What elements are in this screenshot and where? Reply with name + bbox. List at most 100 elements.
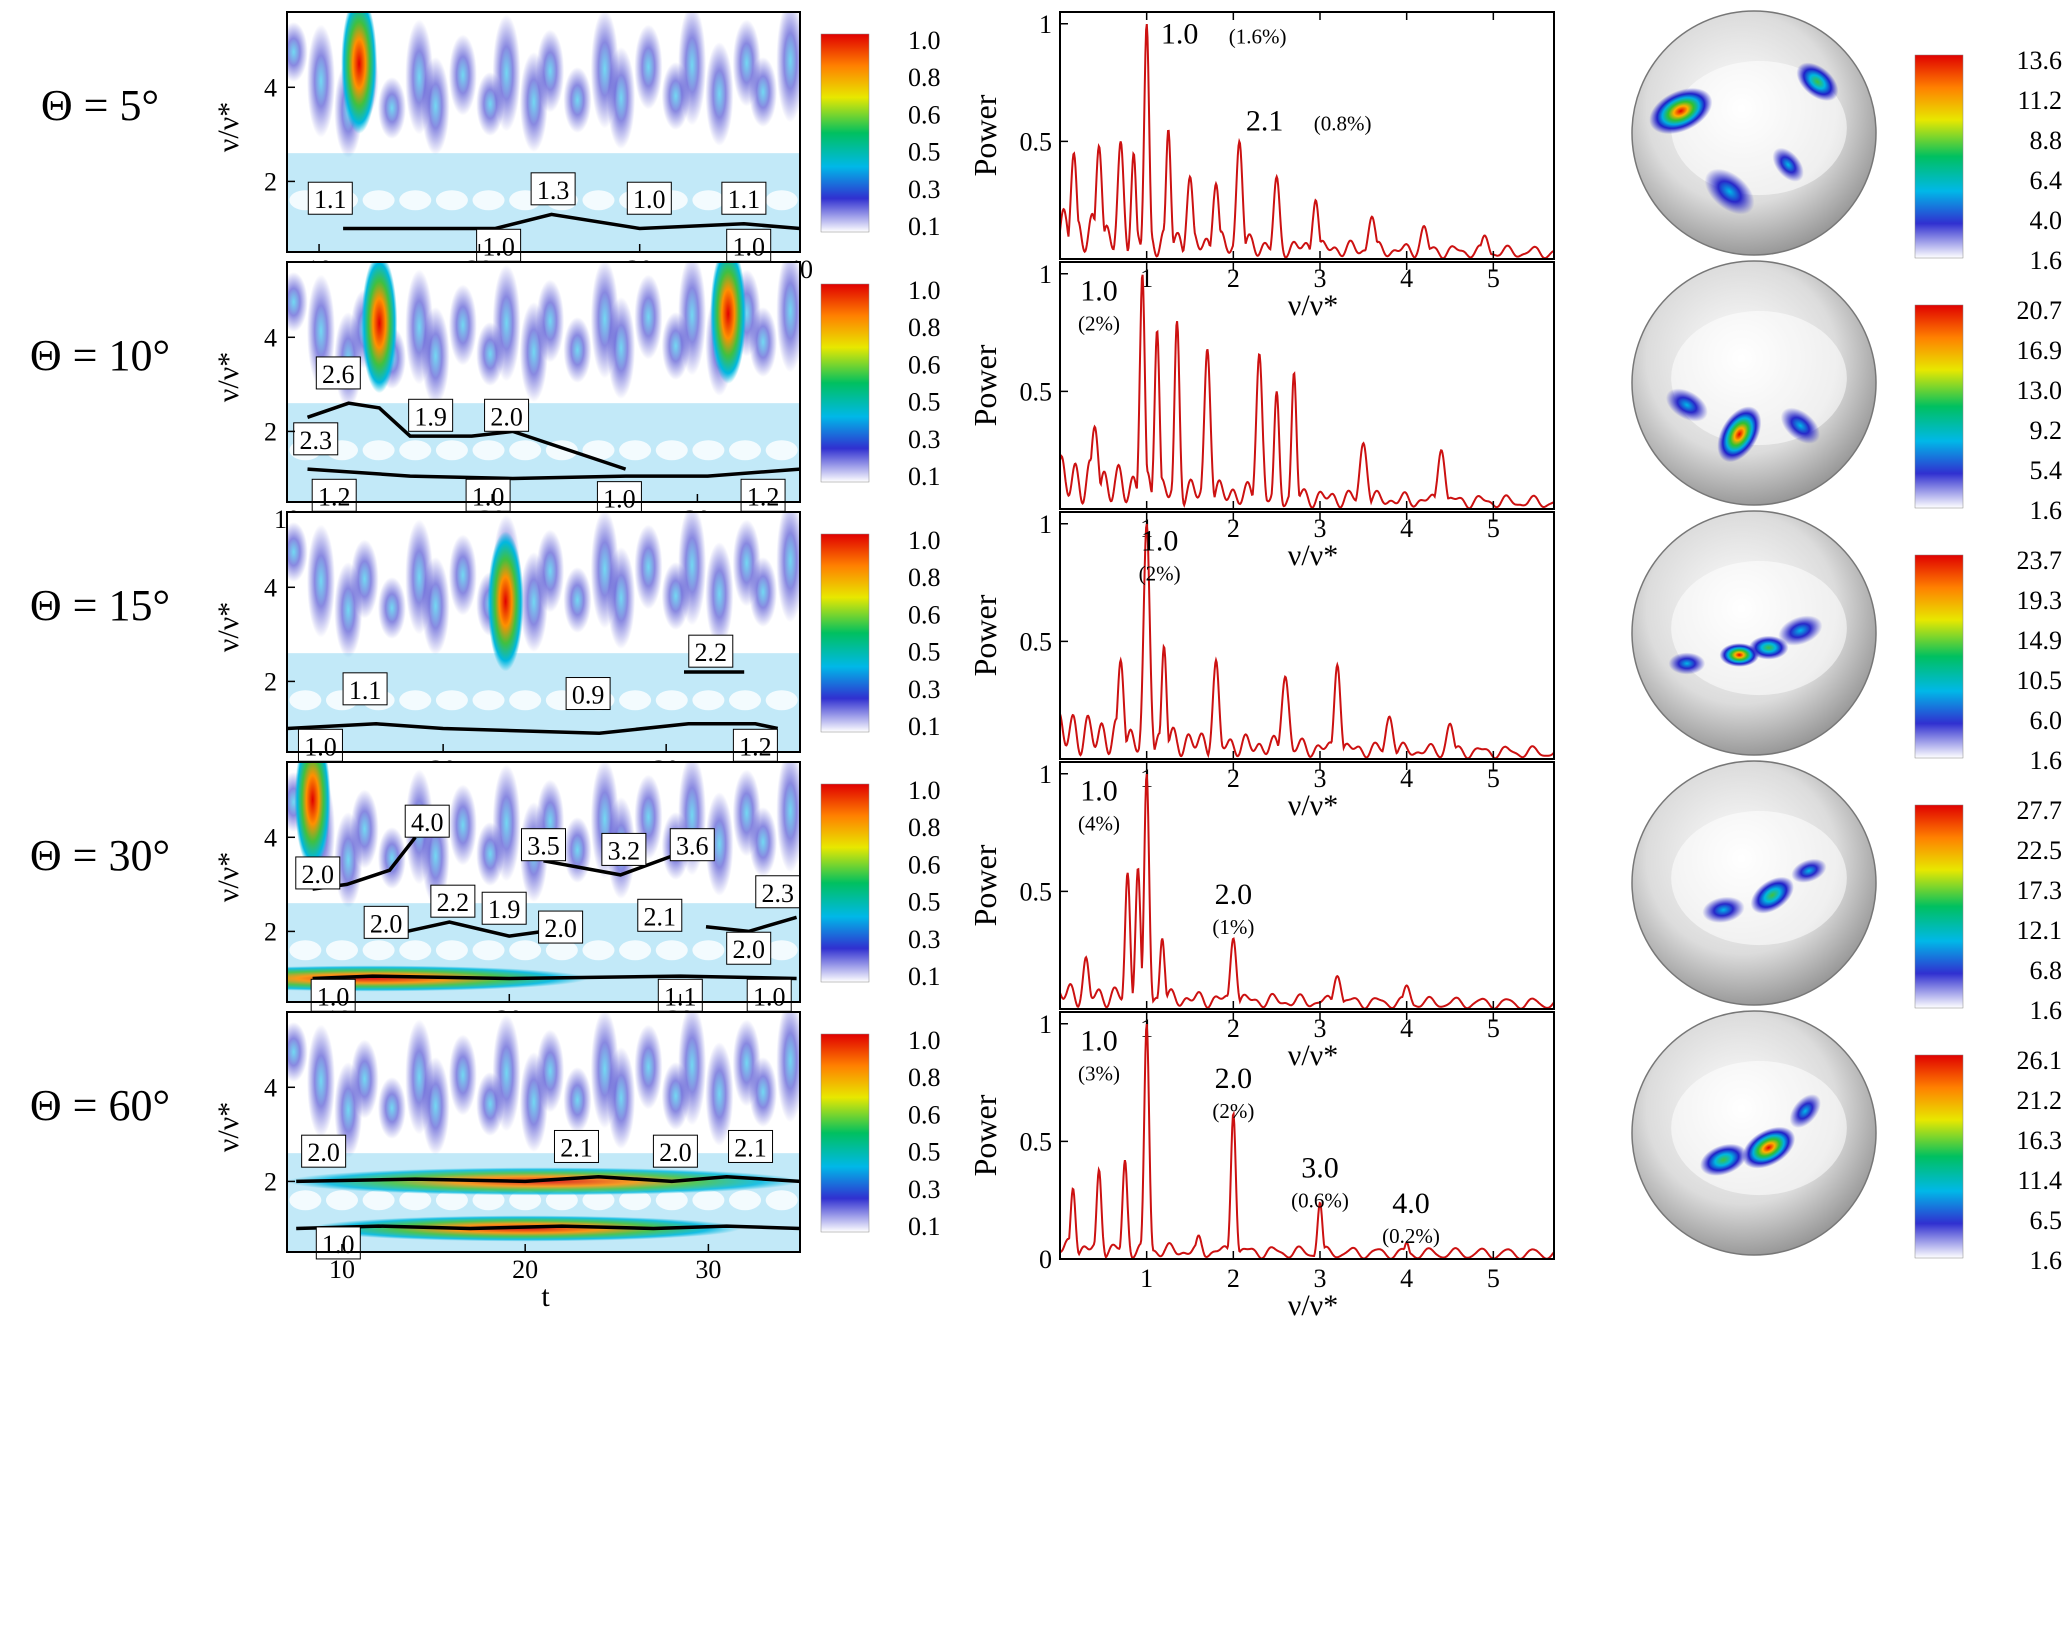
wavelet-field xyxy=(287,262,800,502)
ridge-value: 2.0 xyxy=(544,914,577,943)
ridge-value: 3.6 xyxy=(676,832,709,861)
projection-patch xyxy=(1671,560,1847,696)
x-tick-label: 3 xyxy=(1314,264,1327,293)
field-hole xyxy=(509,440,542,461)
colorbar-tick-label: 0.6 xyxy=(908,1100,941,1129)
ridge-value: 2.0 xyxy=(732,935,765,964)
field-finger xyxy=(678,1012,707,1126)
y-tick-label: 4 xyxy=(264,73,277,102)
y-axis-label: Power xyxy=(967,94,1003,176)
sphere-panel: 20.7 16.9 13.0 9.2 5.4 1.6 xyxy=(1631,260,2063,525)
field-finger xyxy=(536,529,565,613)
ridge-value-box xyxy=(553,1129,599,1163)
sphere-blob xyxy=(1700,1143,1747,1176)
field-hole xyxy=(289,690,322,711)
colorbar-tick-label: 1.6 xyxy=(2030,496,2063,525)
ridge-value-box xyxy=(565,677,611,711)
ridge-value: 1.0 xyxy=(304,732,337,761)
colorbar-tick-label: 1.0 xyxy=(908,276,941,305)
sphere-field xyxy=(1668,615,1823,675)
colorbar-tick-label: 0.5 xyxy=(908,138,941,167)
field-hole xyxy=(692,940,725,961)
hot-blob xyxy=(294,762,331,870)
y-tick-label: 2 xyxy=(264,1167,277,1196)
field-finger xyxy=(563,317,592,383)
y-tick-label: 0.5 xyxy=(1020,877,1053,906)
field-hole xyxy=(729,1190,762,1211)
ridge-value-box xyxy=(652,1134,698,1168)
field-finger xyxy=(749,1057,778,1127)
field-finger xyxy=(350,789,379,869)
colorbar-tick-label: 0.3 xyxy=(908,925,941,954)
field-hole xyxy=(399,190,432,211)
y-axis-label: Power xyxy=(967,594,1003,676)
x-tick-label: 1 xyxy=(1140,1264,1153,1293)
field-hole xyxy=(472,190,505,211)
ridge-value-box xyxy=(295,856,341,890)
colorbar-tick-label: 1.0 xyxy=(908,26,941,55)
wavelet-frame xyxy=(286,511,801,753)
colorbar-tick-label: 13.6 xyxy=(2017,46,2063,75)
y-axis-label: ν/ν* xyxy=(212,852,245,902)
x-axis-label: t xyxy=(541,1280,550,1313)
field-finger xyxy=(634,524,663,610)
ridge-value: 1.9 xyxy=(414,402,447,431)
spectrum-frame xyxy=(1059,511,1555,760)
field-finger xyxy=(776,262,800,373)
y-axis-label: ν/ν* xyxy=(212,102,245,152)
y-axis-label: Power xyxy=(967,344,1003,426)
field-hole xyxy=(435,190,468,211)
ridge-value: 4.0 xyxy=(411,808,444,837)
ridge-value: 1.0 xyxy=(753,982,786,1011)
y-tick-label: 1 xyxy=(1039,510,1052,539)
hot-blob xyxy=(710,262,747,384)
field-hole xyxy=(655,1190,688,1211)
colorbar-tick-label: 0.5 xyxy=(908,388,941,417)
ridge-value: 3.2 xyxy=(608,836,641,865)
peak-value: 2.0 xyxy=(1215,1062,1253,1095)
x-tick-label: 3 xyxy=(1314,764,1327,793)
wavelet-frame xyxy=(286,761,801,1003)
spectrum-panels: 1 2 3 4 5 0.5 1 ν/ν* Power 1.0 (1.6%) 2.1 (0.8%) 1 2 3 4… xyxy=(967,10,1555,1322)
ridge-value: 2.0 xyxy=(302,860,335,889)
field-hole xyxy=(729,690,762,711)
colorbar-tick-label: 0.1 xyxy=(908,1212,941,1241)
ridge-value: 3.5 xyxy=(527,832,560,861)
field-hole xyxy=(765,440,798,461)
y-tick-label: 0.5 xyxy=(1020,1127,1053,1156)
field-hole xyxy=(655,690,688,711)
peak-value: 1.0 xyxy=(1080,275,1118,308)
colorbar-tick-label: 0.6 xyxy=(908,350,941,379)
ridge-value-box xyxy=(430,884,476,918)
colorbar-tick-label: 23.7 xyxy=(2017,546,2063,575)
field-hole xyxy=(729,440,762,461)
field-finger xyxy=(377,1077,406,1139)
field-finger xyxy=(634,274,663,360)
ridge-value-box xyxy=(310,978,356,1012)
field-hole xyxy=(399,940,432,961)
field-finger xyxy=(287,1022,308,1082)
ridge-value: 1.0 xyxy=(472,482,505,511)
spectrum-panel: 1 2 3 4 5 0.5 1 ν/ν* Power 1.0 (2%) xyxy=(967,260,1555,572)
peak-percent: (0.2%) xyxy=(1382,1224,1440,1248)
sphere-blob xyxy=(1772,147,1804,182)
wavelet-frame xyxy=(286,11,801,253)
peak-percent: (0.6%) xyxy=(1291,1189,1349,1213)
ridge-value-box xyxy=(311,478,357,512)
field-finger xyxy=(678,512,707,626)
spectrum-frame xyxy=(1059,11,1555,260)
field-hole xyxy=(435,940,468,961)
x-tick-label: 4 xyxy=(1400,764,1413,793)
x-axis-label: ν/ν* xyxy=(1288,789,1338,822)
field-finger xyxy=(749,807,778,877)
sphere-blob xyxy=(1649,87,1713,135)
x-tick-label: 4 xyxy=(1400,1014,1413,1043)
field-finger xyxy=(607,297,636,399)
colorbar xyxy=(1914,1054,1964,1259)
y-tick-label: 0.5 xyxy=(1020,127,1053,156)
ridge-value-box xyxy=(465,478,511,512)
row-label: Θ = 5° xyxy=(41,81,159,130)
wavelet-frame xyxy=(286,261,801,503)
x-tick-label: 3 xyxy=(1314,514,1327,543)
